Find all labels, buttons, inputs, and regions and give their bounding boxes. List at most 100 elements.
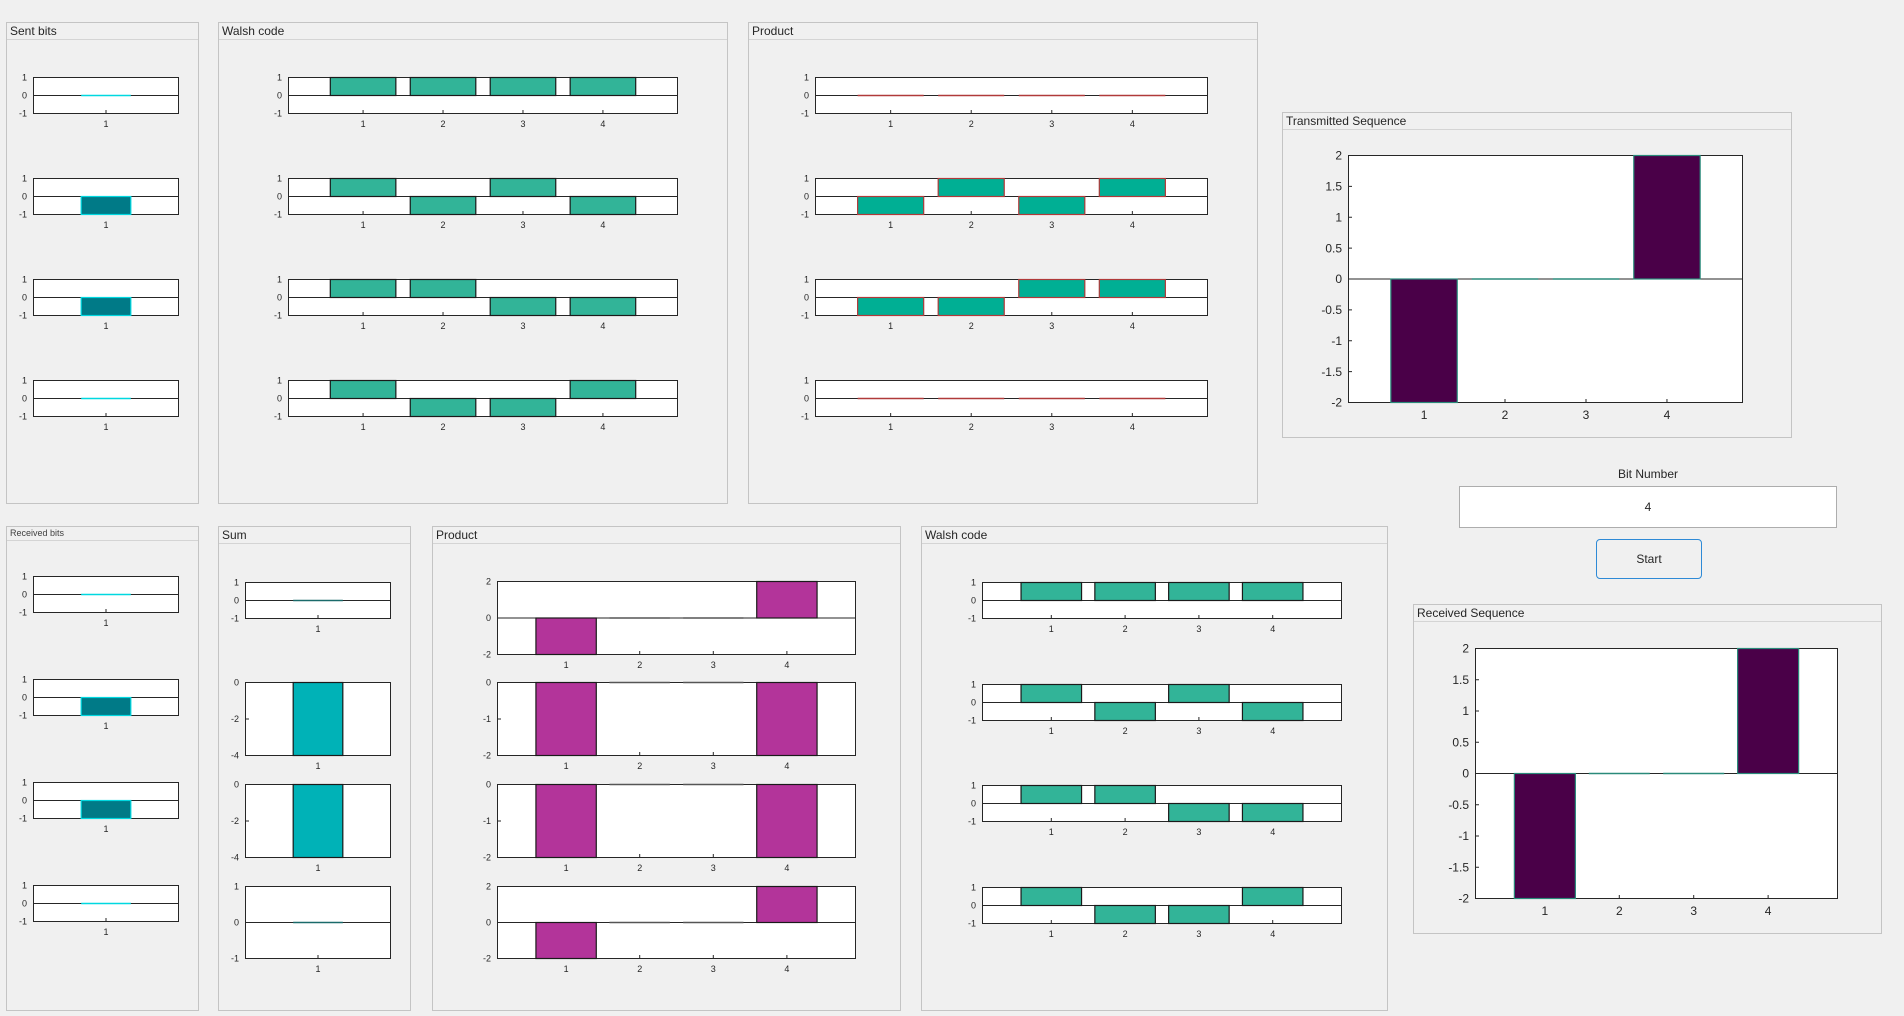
- bar: [1241, 581, 1304, 602]
- y-tick-label: -1: [483, 816, 491, 826]
- x-tick-label: 4: [1765, 904, 1772, 918]
- walsh-code-bottom-title: Walsh code: [925, 528, 988, 542]
- y-tick-label: 0: [277, 91, 282, 101]
- x-tick-label: 2: [1502, 408, 1509, 422]
- y-tick-label: 1: [804, 73, 809, 83]
- transmitted-sequence-chart: 2 1.5 1 0.5 0 -0.5 -1 -1.5 -2 1 2 3 4: [1321, 149, 1743, 422]
- product-bottom-title: Product: [436, 528, 478, 542]
- y-tick-label: -1: [1458, 829, 1469, 843]
- y-tick-label: 0.5: [1452, 735, 1469, 749]
- product-bottom-3-chart: 0 -1 -2 1 2 3 4: [483, 780, 856, 873]
- product-top-3-chart: 1 0 -1 1 2 3 4: [801, 275, 1208, 331]
- y-tick-label: 2: [486, 577, 491, 587]
- y-tick-label: 1: [804, 275, 809, 285]
- walsh-top-1-chart: 1 0 -1 1 2 3 4: [274, 73, 678, 129]
- y-tick-label: -2: [1458, 892, 1469, 906]
- y-tick-label: 0: [804, 293, 809, 303]
- start-button[interactable]: Start: [1596, 539, 1702, 579]
- received-bit-3-chart: 1 0 -1 1: [19, 778, 179, 834]
- x-tick-label: 4: [784, 863, 789, 873]
- y-tick-label: -0.5: [1321, 303, 1342, 317]
- bar: [535, 921, 597, 960]
- bit-number-field[interactable]: 4: [1459, 486, 1837, 528]
- bar: [409, 76, 477, 97]
- sent-bit-4-chart: 1 0 -1 1: [19, 376, 179, 432]
- bar: [937, 296, 1005, 317]
- x-tick-label: 1: [888, 422, 893, 432]
- walsh-bottom-2-chart: 1 0 -1 1 2 3 4: [968, 680, 1342, 736]
- bar: [1018, 278, 1086, 299]
- bar: [409, 195, 477, 216]
- y-tick-label: 0: [804, 192, 809, 202]
- bar: [569, 379, 637, 400]
- x-tick-label: 4: [1130, 422, 1135, 432]
- x-tick-label: 3: [1049, 119, 1054, 129]
- y-tick-label: 0: [22, 693, 27, 703]
- x-tick-label: 1: [1421, 408, 1428, 422]
- y-tick-label: 1.5: [1452, 673, 1469, 687]
- y-tick-label: 0: [234, 596, 239, 606]
- x-tick-label: 2: [1123, 929, 1128, 939]
- y-tick-label: -4: [231, 853, 239, 863]
- x-tick-label: 1: [564, 964, 569, 974]
- y-tick-label: 0: [22, 394, 27, 404]
- bar: [80, 296, 132, 317]
- x-tick-label: 1: [103, 321, 108, 331]
- bar: [409, 397, 477, 418]
- sum-3-chart: 0 -2 -4 1: [231, 780, 391, 873]
- bar: [1020, 683, 1083, 704]
- y-tick-label: 1: [804, 174, 809, 184]
- y-tick-label: 1: [22, 376, 27, 386]
- y-tick-label: 1: [234, 882, 239, 892]
- x-tick-label: 3: [1196, 929, 1201, 939]
- x-tick-label: 1: [888, 119, 893, 129]
- bar: [756, 580, 818, 619]
- x-tick-label: 2: [1123, 624, 1128, 634]
- x-tick-label: 3: [520, 422, 525, 432]
- sent-bit-3-chart: 1 0 -1 1: [19, 275, 179, 331]
- y-tick-label: 1: [804, 376, 809, 386]
- bar: [1241, 802, 1304, 823]
- x-tick-label: 3: [1049, 321, 1054, 331]
- y-tick-label: 1.5: [1325, 180, 1342, 194]
- y-tick-label: 0: [971, 799, 976, 809]
- received-bit-4-chart: 1 0 -1 1: [19, 881, 179, 937]
- y-tick-label: 0: [22, 590, 27, 600]
- y-tick-label: -1: [968, 614, 976, 624]
- y-tick-label: -1: [968, 919, 976, 929]
- y-tick-label: 0: [1335, 272, 1342, 286]
- y-tick-label: 0: [22, 91, 27, 101]
- bar: [1737, 647, 1800, 775]
- walsh-bottom-4-chart: 1 0 -1 1 2 3 4: [968, 883, 1342, 939]
- x-tick-label: 2: [441, 321, 446, 331]
- x-tick-label: 4: [784, 761, 789, 771]
- product-top-2-chart: 1 0 -1 1 2 3 4: [801, 174, 1208, 230]
- x-tick-label: 1: [315, 964, 320, 974]
- product-top-panel: Product: [748, 22, 1258, 504]
- sum-panel: Sum: [218, 526, 411, 1011]
- bar: [937, 177, 1005, 198]
- bar: [1098, 278, 1166, 299]
- x-tick-label: 4: [600, 422, 605, 432]
- bar: [756, 783, 818, 859]
- bar: [1094, 784, 1156, 805]
- y-tick-label: 1: [22, 881, 27, 891]
- y-tick-label: -1: [19, 814, 27, 824]
- bar: [329, 278, 397, 299]
- bar: [329, 177, 397, 198]
- x-tick-label: 1: [103, 721, 108, 731]
- bar: [1094, 581, 1156, 602]
- x-tick-label: 2: [1123, 827, 1128, 837]
- bar: [1168, 683, 1230, 704]
- x-tick-label: 1: [888, 321, 893, 331]
- y-tick-label: -2: [483, 650, 491, 660]
- received-sequence-chart: 2 1.5 1 0.5 0 -0.5 -1 -1.5 -2 1 2 3 4: [1448, 642, 1838, 918]
- product-top-1-chart: 1 0 -1 1 2 3 4: [801, 73, 1208, 129]
- bar: [292, 681, 344, 757]
- x-tick-label: 4: [1270, 624, 1275, 634]
- bar: [1018, 195, 1086, 216]
- y-tick-label: 2: [486, 882, 491, 892]
- y-tick-label: 1: [22, 675, 27, 685]
- bar: [535, 617, 597, 656]
- bar: [569, 195, 637, 216]
